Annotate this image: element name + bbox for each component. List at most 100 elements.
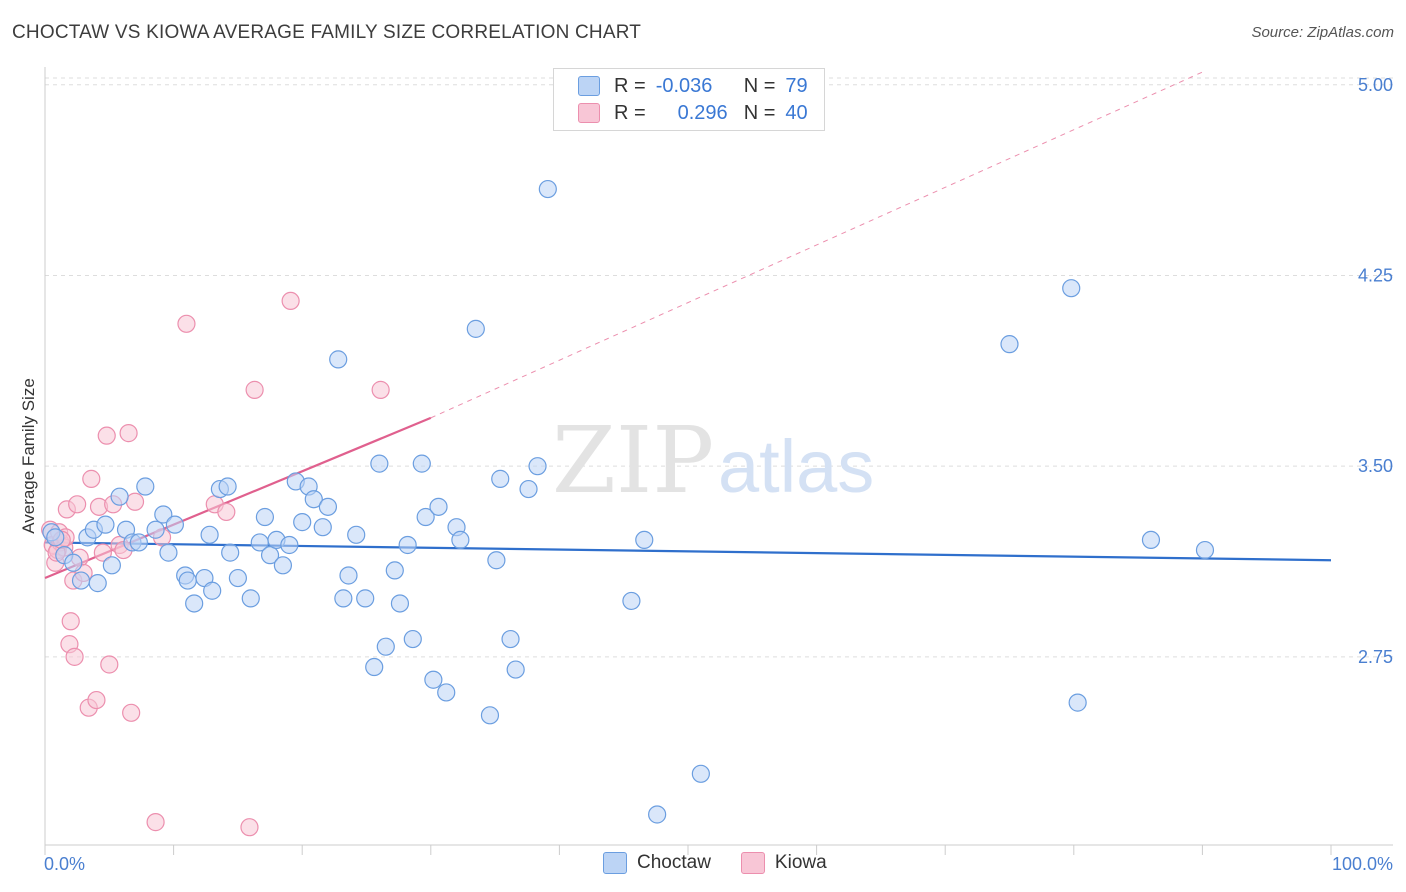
choctaw-point xyxy=(635,530,654,550)
kiowa-point xyxy=(146,813,165,832)
choctaw-point xyxy=(304,490,323,509)
legend-item-choctaw: Choctaw xyxy=(603,852,711,874)
legend-row-kiowa: R = 0.296 N = 40 xyxy=(578,100,808,126)
kiowa-point xyxy=(68,495,87,514)
correlation-legend: R = -0.036 N = 79 R = 0.296 N = 40 xyxy=(553,68,825,131)
legend-n-value: 40 xyxy=(785,101,808,124)
kiowa-point xyxy=(177,314,196,333)
choctaw-point xyxy=(280,535,299,555)
choctaw-point xyxy=(356,589,375,608)
watermark-zip: ZIP xyxy=(552,407,714,514)
kiowa-legend-swatch xyxy=(740,852,765,874)
choctaw-point xyxy=(538,179,557,199)
watermark-atlas: atlas xyxy=(718,425,874,508)
choctaw-point xyxy=(1141,530,1161,550)
kiowa-point xyxy=(245,380,264,399)
legend-n-label: N = xyxy=(743,101,776,124)
kiowa-point xyxy=(371,380,390,399)
choctaw-point xyxy=(110,487,129,506)
kiowa-trend-extension xyxy=(430,71,1203,419)
kiowa-point xyxy=(100,655,119,674)
choctaw-point xyxy=(506,660,525,679)
choctaw-point xyxy=(1000,335,1019,354)
choctaw-point xyxy=(96,515,115,534)
choctaw-point xyxy=(1068,693,1087,712)
choctaw-point xyxy=(648,805,667,824)
chart-title: CHOCTAW VS KIOWA AVERAGE FAMILY SIZE COR… xyxy=(12,22,642,43)
legend-n-value: 79 xyxy=(785,74,808,97)
choctaw-point xyxy=(451,530,470,550)
legend-item-kiowa: Kiowa xyxy=(740,852,827,874)
choctaw-point xyxy=(88,574,107,593)
legend-r-label: R = xyxy=(614,74,646,97)
choctaw-point xyxy=(519,479,538,499)
kiowa-point xyxy=(281,291,300,311)
legend-n-label: N = xyxy=(743,74,776,97)
choctaw-point xyxy=(159,543,178,562)
choctaw-point xyxy=(385,561,404,580)
y-tick-label: 2.75 xyxy=(1358,647,1393,667)
choctaw-point xyxy=(398,535,417,555)
choctaw-point xyxy=(491,469,510,488)
choctaw-point xyxy=(437,683,456,702)
choctaw-point xyxy=(1195,540,1215,560)
kiowa-point xyxy=(125,492,145,511)
choctaw-points xyxy=(42,179,1215,824)
kiowa-point xyxy=(61,612,80,631)
kiowa-point xyxy=(65,647,84,666)
choctaw-point xyxy=(165,515,184,534)
choctaw-point xyxy=(203,581,222,600)
choctaw-point xyxy=(64,553,83,572)
choctaw-point xyxy=(241,589,260,608)
choctaw-point xyxy=(416,507,435,527)
choctaw-point xyxy=(691,764,710,783)
kiowa-point xyxy=(93,543,112,562)
x-tick-label: 100.0% xyxy=(1332,854,1393,874)
kiowa-point xyxy=(217,502,236,522)
kiowa-swatch xyxy=(578,103,600,123)
series-legend: Choctaw Kiowa xyxy=(603,852,857,874)
choctaw-point xyxy=(370,454,389,473)
kiowa-point xyxy=(119,424,138,443)
choctaw-point xyxy=(339,566,358,585)
choctaw-point xyxy=(318,497,338,516)
y-tick-label: 4.25 xyxy=(1358,265,1393,285)
choctaw-point xyxy=(501,629,520,649)
choctaw-point xyxy=(313,518,332,537)
y-axis-label: Average Family Size xyxy=(19,378,38,534)
y-tick-label: 3.50 xyxy=(1358,456,1393,476)
source-note: Source: ZipAtlas.com xyxy=(1251,24,1394,41)
choctaw-swatch xyxy=(578,76,600,96)
legend-row-choctaw: R = -0.036 N = 79 xyxy=(578,73,808,99)
watermark: ZIP atlas xyxy=(552,407,874,514)
choctaw-point xyxy=(334,589,353,608)
legend-r-label: R = xyxy=(614,101,646,124)
choctaw-point xyxy=(178,571,197,590)
choctaw-point xyxy=(273,556,293,575)
kiowa-point xyxy=(82,469,101,488)
choctaw-point xyxy=(424,670,443,689)
choctaw-point xyxy=(390,594,410,613)
choctaw-point xyxy=(200,525,219,544)
choctaw-point xyxy=(329,350,348,369)
choctaw-point xyxy=(528,457,547,476)
grid-layer xyxy=(45,77,1393,658)
kiowa-point xyxy=(97,426,116,445)
choctaw-point xyxy=(293,513,312,532)
choctaw-point xyxy=(480,706,500,725)
choctaw-point xyxy=(487,551,506,570)
choctaw-point xyxy=(347,525,366,544)
kiowa-point xyxy=(240,818,259,837)
choctaw-point xyxy=(255,507,275,527)
choctaw-point xyxy=(129,533,148,552)
kiowa-legend-label: Kiowa xyxy=(774,852,827,873)
choctaw-point xyxy=(221,543,240,562)
choctaw-point xyxy=(136,477,155,496)
x-tick-label: 0.0% xyxy=(44,854,85,874)
choctaw-point xyxy=(102,556,121,575)
choctaw-point xyxy=(185,594,204,613)
y-tick-label: 5.00 xyxy=(1358,75,1393,95)
kiowa-points xyxy=(41,291,390,837)
legend-r-value: 0.296 xyxy=(677,101,728,124)
